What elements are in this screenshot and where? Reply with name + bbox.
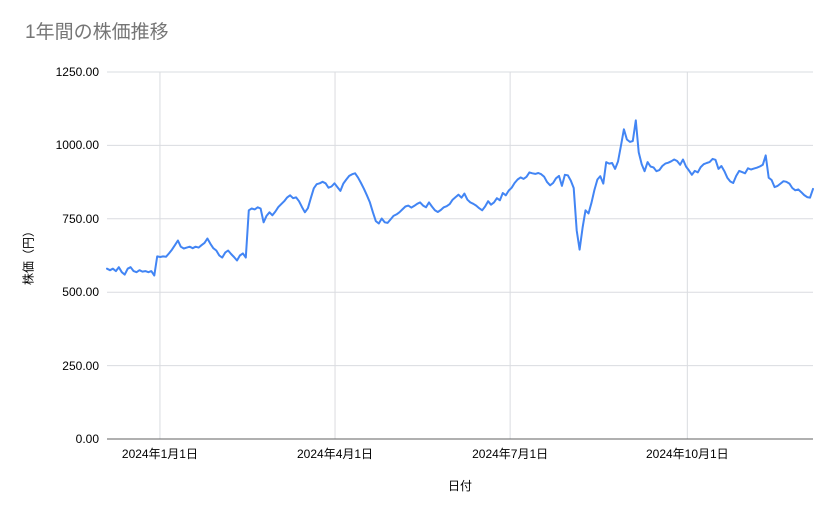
x-axis-title: 日付	[447, 479, 473, 493]
chart-title: 1年間の株価推移	[25, 22, 169, 43]
plot-area[interactable]	[107, 72, 813, 439]
price-line-series[interactable]	[106, 119, 814, 277]
y-axis-title: 株価（円）	[21, 224, 36, 286]
